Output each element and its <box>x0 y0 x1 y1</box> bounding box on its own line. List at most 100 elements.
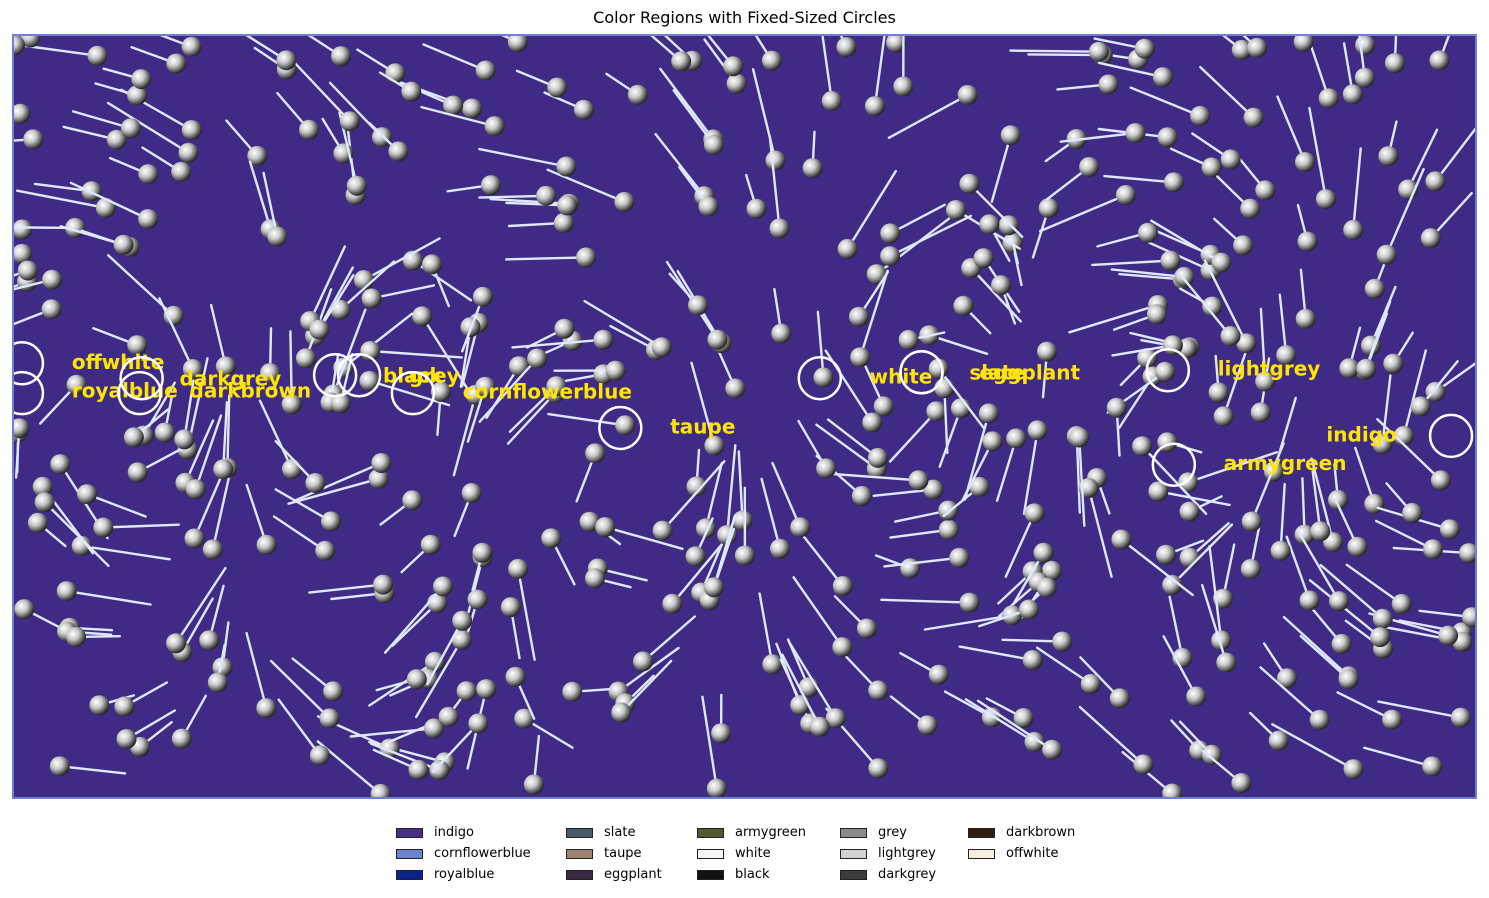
region-circle-indigo <box>1428 413 1474 459</box>
streamline <box>1118 272 1185 281</box>
stream-ball <box>1459 543 1475 564</box>
stream-ball <box>1276 345 1297 366</box>
streamline <box>964 698 1036 744</box>
stream-ball <box>1220 326 1241 346</box>
stream-ball <box>998 215 1019 236</box>
stream-ball <box>420 534 441 555</box>
stream-ball <box>978 403 999 424</box>
stream-ball <box>685 546 706 567</box>
stream-ball <box>1155 361 1176 382</box>
streamline <box>961 440 994 502</box>
stream-ball <box>1033 542 1054 563</box>
stream-ball <box>1132 436 1153 457</box>
streamline <box>14 280 29 288</box>
stream-ball <box>711 723 732 744</box>
stream-ball <box>138 209 159 229</box>
streamline <box>970 266 1022 323</box>
stream-ball <box>1378 146 1399 167</box>
streamline <box>704 461 723 530</box>
streamline <box>1250 442 1285 523</box>
stream-ball <box>1310 521 1331 542</box>
streamline <box>888 214 973 258</box>
streamline <box>1402 349 1428 438</box>
stream-ball <box>873 396 894 417</box>
stream-ball <box>761 50 782 71</box>
stream-ball <box>527 348 548 369</box>
streamline <box>370 742 441 772</box>
streamline <box>880 598 971 604</box>
region-label-darkgrey: darkgrey <box>180 367 282 391</box>
streamline <box>1271 723 1355 771</box>
streamline <box>1103 174 1176 184</box>
stream-ball <box>1293 36 1314 52</box>
stream-ball <box>547 77 568 98</box>
streamline <box>318 273 355 331</box>
streamline <box>937 367 986 430</box>
streamline <box>1345 563 1403 606</box>
streamline <box>1004 512 1036 578</box>
stream-ball <box>938 519 959 540</box>
stream-ball <box>579 511 600 532</box>
streamline <box>14 269 30 277</box>
streamline <box>604 525 684 550</box>
streamline <box>59 225 125 246</box>
stream-ball <box>707 329 728 350</box>
stream-ball <box>557 195 578 216</box>
streamline <box>245 632 268 710</box>
region-circle-taupe <box>598 405 643 451</box>
legend-swatch <box>968 827 995 838</box>
stream-ball <box>868 758 889 779</box>
stream-ball <box>957 84 978 105</box>
streamline <box>671 544 723 605</box>
legend-label: black <box>735 867 770 882</box>
streamline <box>106 101 190 154</box>
stream-ball <box>969 476 990 497</box>
streamline <box>1170 523 1234 587</box>
streamline <box>269 659 331 720</box>
streamline <box>508 384 558 433</box>
stream-ball <box>1000 125 1021 146</box>
stream-ball <box>688 295 708 316</box>
streamline <box>245 483 268 546</box>
stream-ball <box>627 84 648 105</box>
stream-ball <box>868 680 889 701</box>
region-circle-armygreen <box>1151 442 1197 487</box>
stream-ball <box>982 431 1003 452</box>
plot-area: offwhite royalblue darkgrey darkbrown black g… <box>12 34 1477 799</box>
stream-ball <box>725 378 746 399</box>
stream-ball <box>438 706 459 727</box>
stream-ball <box>1036 577 1057 598</box>
streamline <box>1278 293 1288 357</box>
streamline <box>1222 36 1244 52</box>
stream-ball <box>523 774 544 795</box>
streamline <box>794 525 844 588</box>
stream-ball <box>1106 397 1127 418</box>
streamline <box>872 488 935 497</box>
streamline <box>307 36 343 58</box>
stream-ball <box>127 462 148 483</box>
stream-ball <box>116 729 137 749</box>
stream-ball <box>14 36 25 56</box>
stream-ball <box>429 760 450 781</box>
stream-ball <box>1088 41 1109 62</box>
stream-ball <box>1438 625 1459 646</box>
stream-ball <box>372 127 392 148</box>
stream-ball <box>323 681 344 702</box>
stream-ball <box>880 246 901 267</box>
stream-ball <box>541 528 562 549</box>
legend-label: darkbrown <box>1006 825 1076 840</box>
streamline <box>1282 615 1350 678</box>
legend-swatch <box>840 848 867 859</box>
stream-ball <box>848 306 869 327</box>
streamline <box>771 461 802 529</box>
stream-ball <box>1347 536 1368 557</box>
stream-ball <box>671 51 692 72</box>
legend-item-offwhite: offwhite <box>968 843 1059 864</box>
stream-ball <box>717 525 738 545</box>
stream-ball <box>462 98 483 119</box>
stream-ball <box>576 247 597 268</box>
region-circle-white <box>797 355 843 401</box>
streamline <box>287 477 380 505</box>
streamline <box>1077 436 1086 527</box>
stream-ball <box>652 520 673 541</box>
